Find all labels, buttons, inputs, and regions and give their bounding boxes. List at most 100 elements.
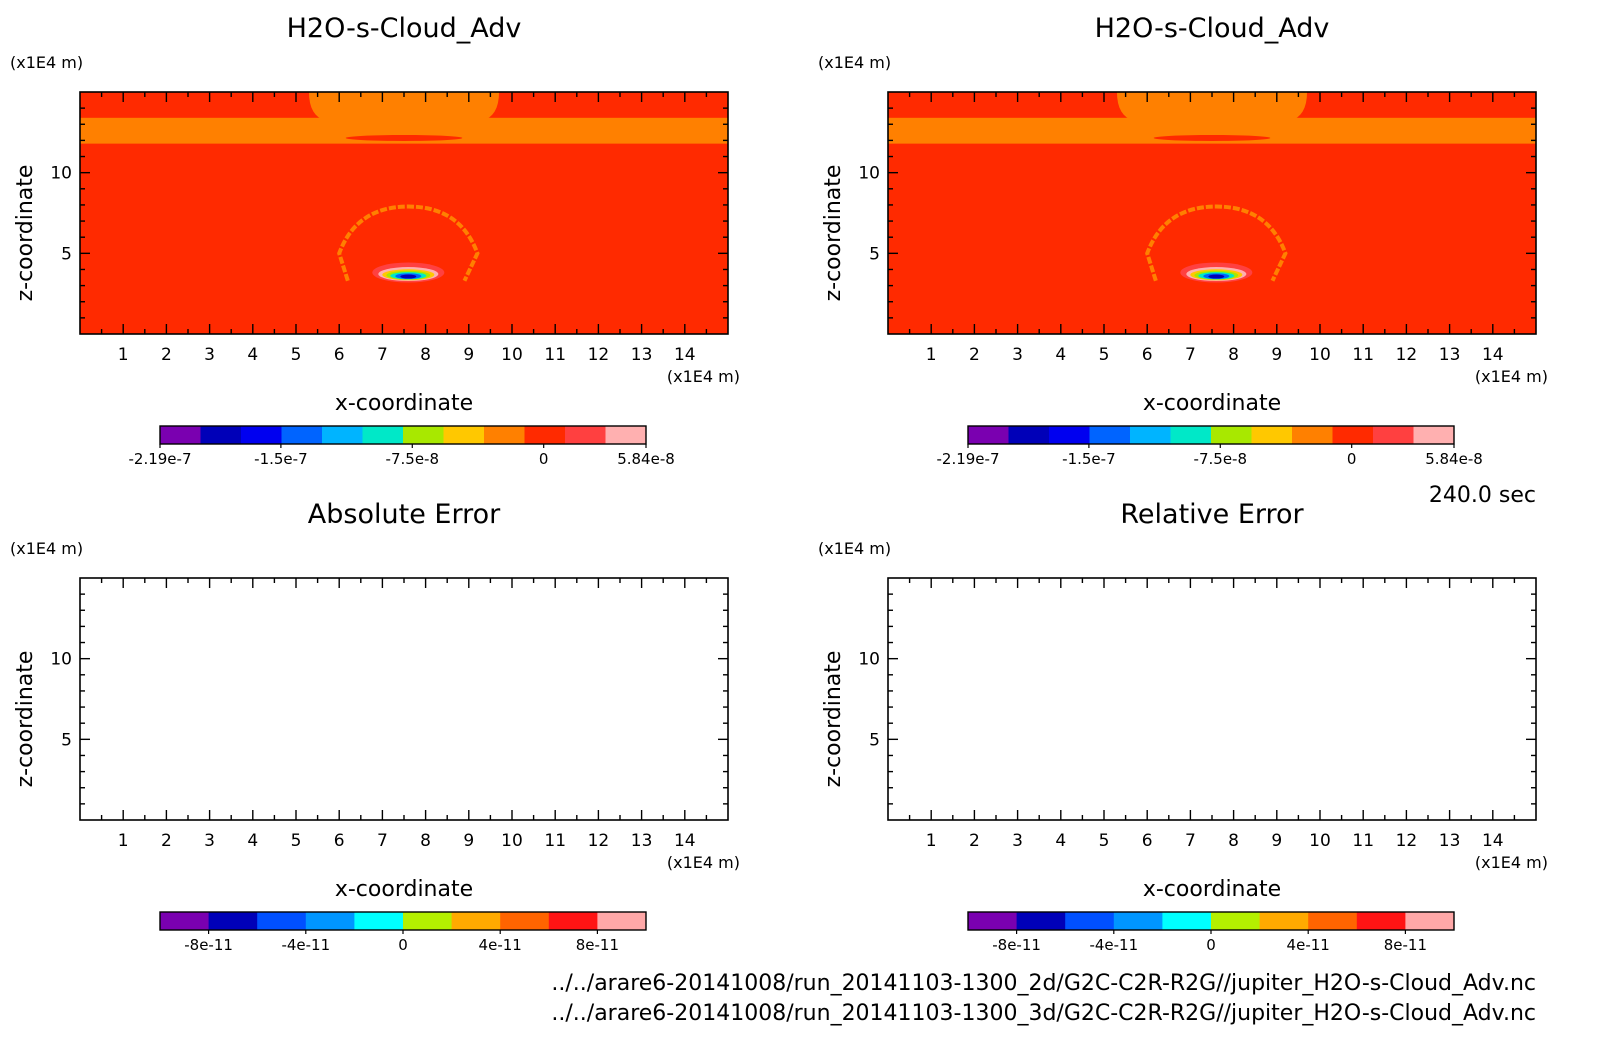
colorbar-swatch: [1089, 426, 1131, 444]
red-lens: [345, 134, 463, 141]
red-lens: [1153, 134, 1271, 141]
plot-frame: [887, 577, 1537, 821]
colorbar-swatch: [548, 912, 598, 930]
x-tick-label: 8: [420, 831, 431, 851]
y-tick-label: 10: [50, 164, 72, 184]
x-tick-label: 11: [1352, 831, 1374, 851]
x-axis-label: x-coordinate: [335, 391, 473, 416]
y-axis-label: z-coordinate: [821, 165, 846, 302]
x-tick-label: 4: [1055, 831, 1066, 851]
colorbar-tick-label: -4e-11: [281, 936, 330, 954]
y-unit-label: (x1E4 m): [10, 539, 83, 558]
chart-title: Relative Error: [1120, 499, 1304, 530]
colorbar-swatch: [1356, 912, 1406, 930]
x-tick-label: 13: [631, 345, 653, 365]
colorbar-swatch: [1373, 426, 1414, 444]
colorbar-swatch: [524, 426, 566, 444]
x-tick-label: 2: [161, 345, 172, 365]
x-tick-label: 1: [926, 831, 937, 851]
y-tick-label: 5: [61, 244, 72, 264]
colorbar-swatch: [1211, 426, 1252, 444]
colorbar-swatch: [968, 426, 1009, 444]
x-tick-label: 4: [1055, 345, 1066, 365]
colorbar-tick-label: 0: [398, 936, 408, 954]
x-tick-label: 7: [377, 345, 388, 365]
y-axis-label: z-coordinate: [13, 651, 38, 788]
colorbar-frame: [967, 425, 1455, 445]
colorbar-swatch: [403, 912, 453, 930]
colorbar-swatch: [1413, 426, 1455, 444]
x-tick-label: 3: [1012, 831, 1023, 851]
x-tick-label: 7: [1185, 831, 1196, 851]
colorbar-swatch: [565, 426, 606, 444]
x-tick-label: 3: [204, 345, 215, 365]
x-axis-label: x-coordinate: [1143, 391, 1281, 416]
x-unit-label: (x1E4 m): [1475, 853, 1548, 872]
y-tick-label: 5: [61, 730, 72, 750]
x-tick-label: 6: [1142, 345, 1153, 365]
colorbar-swatch: [1049, 426, 1090, 444]
x-tick-label: 14: [1482, 345, 1504, 365]
colorbar-swatch: [354, 912, 404, 930]
x-axis-label: x-coordinate: [335, 877, 473, 902]
colorbar-tick-label: 0: [539, 450, 549, 468]
cloud-arc: [337, 204, 480, 282]
x-tick-label: 6: [1142, 831, 1153, 851]
chart-panel-3: Absolute Error(x1E4 m)1 2 3 4 5 6 7 8 9 10 11 12 13 1…: [10, 499, 740, 954]
y-unit-label: (x1E4 m): [818, 539, 891, 558]
chart-panel-1: H2O-s-Cloud_Adv(x1E4 m)1 2 3 4 5 6 7 8 9 10 11 12 13…: [10, 13, 740, 468]
x-tick-label: 7: [1185, 345, 1196, 365]
x-tick-label: 9: [463, 831, 474, 851]
colorbar-tick-label: 8e-11: [1384, 936, 1427, 954]
x-tick-label: 3: [204, 831, 215, 851]
x-tick-label: 6: [334, 345, 345, 365]
y-axis-label: z-coordinate: [13, 165, 38, 302]
colorbar-swatch: [1065, 912, 1115, 930]
colorbar-tick-label: 4e-11: [1287, 936, 1330, 954]
colorbar-swatch: [1308, 912, 1358, 930]
x-tick-label: 12: [588, 831, 610, 851]
x-tick-label: 10: [1309, 345, 1331, 365]
colorbar-swatch: [1170, 426, 1212, 444]
x-tick-label: 14: [1482, 831, 1504, 851]
x-unit-label: (x1E4 m): [1475, 367, 1548, 386]
colorbar-swatch: [281, 426, 323, 444]
colorbar-tick-label: -7.5e-8: [1194, 450, 1247, 468]
x-tick-label: 10: [1309, 831, 1331, 851]
x-unit-label: (x1E4 m): [667, 367, 740, 386]
colorbar-swatch: [1405, 912, 1455, 930]
x-tick-label: 6: [334, 831, 345, 851]
colorbar-swatch: [200, 426, 242, 444]
chart-title: Absolute Error: [308, 499, 501, 530]
colorbar-swatch: [451, 912, 501, 930]
colorbar-swatch: [160, 912, 210, 930]
x-tick-label: 11: [544, 831, 566, 851]
x-tick-label: 1: [118, 345, 129, 365]
x-tick-label: 11: [544, 345, 566, 365]
colorbar-swatch: [403, 426, 444, 444]
cloud-arc: [1145, 204, 1288, 282]
y-tick-label: 10: [858, 164, 880, 184]
chart-panel-2: H2O-s-Cloud_Adv(x1E4 m)1 2 3 4 5 6 7 8 9 10 11 12 13…: [818, 13, 1548, 468]
x-tick-label: 3: [1012, 345, 1023, 365]
colorbar-swatch: [208, 912, 258, 930]
colorbar-tick-label: 4e-11: [479, 936, 522, 954]
colorbar-swatch: [1162, 912, 1212, 930]
x-tick-label: 13: [631, 831, 653, 851]
colorbar-swatch: [500, 912, 550, 930]
chart-panel-4: Relative Error(x1E4 m)1 2 3 4 5 6 7 8 9 10 11 12 13 1…: [818, 499, 1548, 954]
x-tick-label: 8: [1228, 345, 1239, 365]
x-tick-label: 2: [161, 831, 172, 851]
x-tick-label: 5: [291, 345, 302, 365]
colorbar-frame: [159, 425, 647, 445]
x-tick-label: 10: [501, 831, 523, 851]
colorbar-swatch: [160, 426, 201, 444]
colorbar-tick-label: -7.5e-8: [386, 450, 439, 468]
colorbar-tick-label: -1.5e-7: [254, 450, 307, 468]
x-unit-label: (x1E4 m): [667, 853, 740, 872]
y-tick-label: 5: [869, 730, 880, 750]
x-tick-label: 5: [291, 831, 302, 851]
plot-frame: [79, 577, 729, 821]
